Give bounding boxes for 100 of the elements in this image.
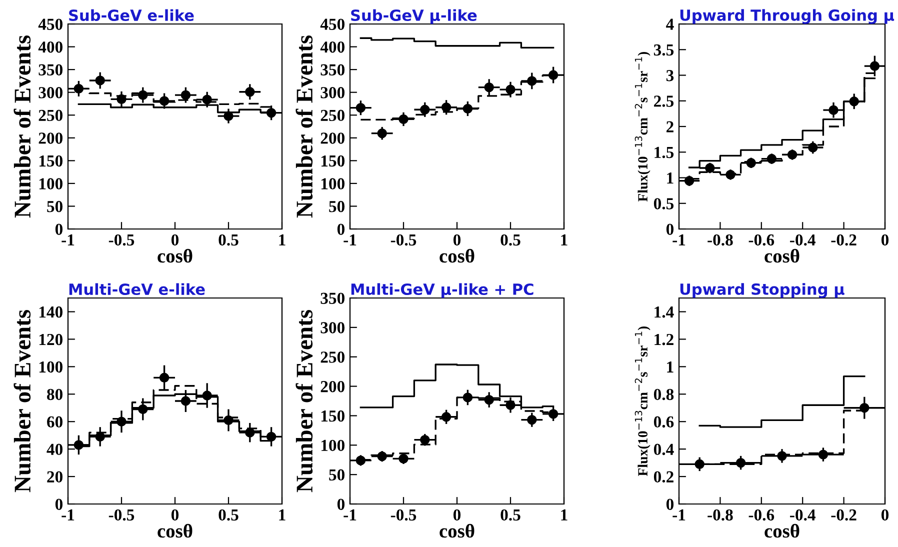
point: [506, 84, 516, 94]
point: [245, 428, 255, 438]
y-tick-label: 0: [337, 224, 345, 235]
y-tick-label: 80: [47, 388, 63, 400]
point: [224, 111, 234, 121]
y-tick-label: 0: [666, 498, 674, 510]
point: [548, 409, 558, 419]
y-tick-label: 100: [39, 361, 63, 373]
point: [705, 163, 715, 173]
chart-title: Sub-GeV μ-like: [351, 9, 477, 24]
x-tick-label: 0: [171, 509, 179, 521]
x-tick-label: -1: [344, 234, 356, 246]
y-tick-label: 0: [666, 224, 674, 235]
x-tick-label: 0: [881, 234, 889, 246]
x-tick-label: -0.2: [831, 234, 856, 246]
x-tick-label: -0.5: [108, 234, 134, 246]
y-tick-label: 0.2: [654, 471, 674, 483]
point: [159, 372, 170, 383]
x-tick-label: -0.6: [748, 509, 774, 521]
y-tick-label: 350: [320, 292, 345, 304]
x-tick-label: 1: [279, 234, 286, 246]
x-tick-label: -0.4: [790, 509, 816, 521]
y-tick-label: 100: [321, 178, 345, 190]
x-tick-label: -1: [62, 509, 74, 520]
y-tick-label: 20: [47, 471, 63, 482]
x-tick-label: 0.5: [218, 234, 238, 246]
chart-title: Sub-GeV e-like: [69, 9, 194, 22]
y-axis-title: Number of Events: [14, 310, 31, 492]
y-tick-label: 150: [321, 155, 345, 167]
y-axis-title: Number of Events: [296, 310, 313, 492]
y-tick-label: 0: [55, 224, 63, 235]
point: [74, 440, 84, 450]
y-tick-label: 150: [321, 410, 345, 422]
y-tick-label: 450: [320, 18, 345, 30]
x-tick-label: -0.5: [108, 509, 134, 521]
x-tick-label: -1: [344, 509, 356, 520]
x-tick-label: -0.8: [708, 509, 733, 521]
y-tick-label: 1.2: [654, 334, 674, 346]
point: [849, 96, 859, 106]
point: [95, 76, 105, 86]
point: [527, 414, 537, 425]
y-tick-label: 250: [320, 352, 345, 363]
point: [266, 108, 276, 118]
x-tick-label: -1: [672, 509, 686, 520]
y-tick-label: 100: [321, 440, 345, 452]
x-tick-label: 1: [561, 509, 568, 520]
point: [684, 176, 694, 186]
y-tick-label: 0.8: [654, 388, 674, 400]
chart-title: Upward Through Going μ: [680, 9, 894, 24]
y-tick-label: 60: [47, 416, 63, 428]
point: [694, 459, 704, 470]
y-tick-label: 200: [320, 380, 345, 392]
x-axis-title: cosθ: [158, 524, 192, 538]
point: [787, 150, 798, 160]
y-tick-label: 350: [320, 64, 345, 76]
y-axis-title: Number of Events: [296, 35, 313, 218]
text: Flux(10$^{−13}$cm$^{−2}$s$^{−1}$sr$^{−1}$): [634, 52, 650, 202]
point: [180, 90, 191, 100]
point: [527, 76, 537, 86]
y-tick-label: 50: [47, 200, 63, 212]
point: [484, 82, 494, 92]
y-tick-label: 250: [320, 110, 345, 122]
y-tick-label: 400: [320, 41, 345, 53]
point: [828, 105, 838, 115]
point: [245, 87, 255, 97]
point: [777, 451, 787, 461]
y-tick-label: 2.5: [654, 96, 674, 107]
point: [116, 416, 126, 426]
y-tick-label: 1.5: [654, 146, 674, 158]
point: [74, 84, 84, 94]
point: [462, 104, 473, 114]
y-tick-label: 120: [39, 334, 63, 346]
y-tick-label: 300: [320, 322, 345, 334]
y-tick-label: 300: [320, 87, 345, 98]
x-tick-label: 0: [881, 509, 889, 521]
y-tick-label: 400: [38, 41, 63, 53]
x-axis-title: cosθ: [764, 248, 800, 263]
chart-title: Multi-GeV μ-like + PC: [351, 283, 534, 298]
y-tick-label: 200: [320, 132, 345, 144]
y-tick-label: 1.4: [654, 306, 674, 318]
y-tick-label: 450: [38, 18, 63, 30]
y-tick-label: 140: [39, 306, 63, 318]
point: [138, 90, 148, 100]
y-tick-label: 4: [666, 18, 674, 30]
x-tick-label: 1: [279, 509, 286, 520]
point: [356, 102, 366, 113]
x-axis-title: cosθ: [440, 524, 474, 538]
y-tick-label: 250: [38, 110, 63, 122]
point: [766, 154, 777, 164]
chart-title: Multi-GeV e-like: [69, 283, 205, 296]
point: [138, 404, 148, 414]
point: [116, 94, 126, 104]
point: [266, 432, 276, 442]
point: [356, 456, 366, 466]
point: [180, 396, 191, 406]
point: [860, 403, 870, 413]
x-tick-label: -1: [672, 234, 686, 246]
x-tick-label: 0.5: [218, 509, 238, 521]
chart-title: Upward Stopping μ: [680, 283, 844, 298]
x-axis-title: cosθ: [440, 248, 474, 263]
